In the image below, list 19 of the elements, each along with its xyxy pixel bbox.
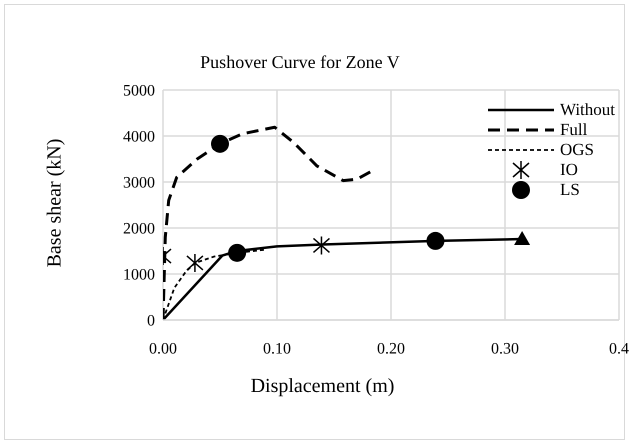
x-axis-title: Displacement (m) [250,375,394,397]
x-tick-label: 0.10 [263,340,291,358]
x-tick-label: 0.4 [609,340,629,358]
legend-label: IO [560,160,578,180]
x-tick-label: 0.30 [491,340,519,358]
legend-label: LS [560,180,580,200]
y-tick-label: 4000 [123,128,155,146]
legend-label: OGS [560,140,594,160]
x-tick-label: 0.00 [149,340,177,358]
y-tick-label: 3000 [123,174,155,192]
y-tick-label: 5000 [123,82,155,100]
y-tick-label: 1000 [123,266,155,284]
y-axis-title: Base shear (kN) [44,138,66,268]
legend-label: Full [560,120,588,140]
y-tick-label: 2000 [123,220,155,238]
x-tick-label: 0.20 [377,340,405,358]
chart-title: Pushover Curve for Zone V [199,52,401,73]
y-tick-label: 0 [147,312,155,330]
legend-label: Without [560,100,615,120]
